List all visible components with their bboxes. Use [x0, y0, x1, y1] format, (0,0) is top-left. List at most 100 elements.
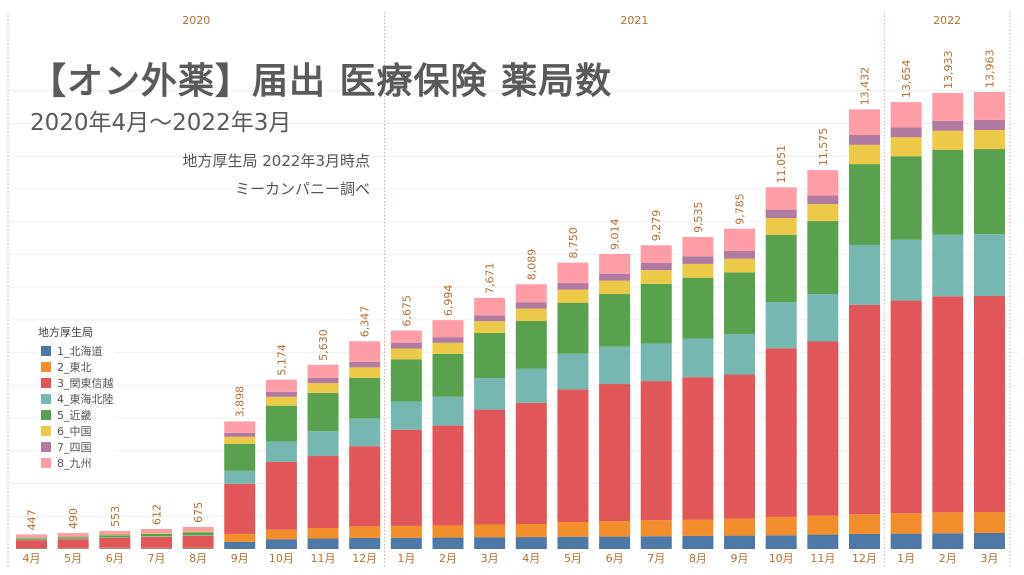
bar-segment: [765, 218, 797, 235]
bar-segment: [890, 156, 922, 240]
x-tick-label: 6月: [106, 552, 124, 565]
bar-segment: [349, 377, 381, 419]
bar-segment: [515, 402, 547, 524]
bar-segment: [557, 353, 589, 390]
bar-segment: [973, 532, 1005, 549]
bar-segment: [515, 523, 547, 538]
bar-segment: [724, 250, 756, 259]
x-tick-label: 11月: [311, 552, 336, 565]
bar-segment: [932, 533, 964, 549]
legend-item-chugoku[interactable]: 6_中国: [38, 423, 114, 439]
total-label: 447: [26, 509, 39, 530]
legend-item-tohoku[interactable]: 2_東北: [38, 359, 114, 375]
bar-segment: [182, 532, 214, 535]
bar-segment: [390, 348, 422, 360]
bar-segment: [474, 332, 506, 379]
legend-label: 2_東北: [57, 361, 92, 374]
legend-item-tokai-hokuriku[interactable]: 4_東海北陸: [38, 391, 114, 407]
bar-stack: [349, 341, 381, 549]
x-tick-label: 6月: [606, 552, 624, 565]
legend-swatch: [41, 378, 51, 388]
bar-segment: [265, 461, 297, 530]
bar-segment: [16, 539, 47, 541]
bar-segment: [57, 537, 89, 539]
bar-segment: [349, 446, 381, 527]
bar-segment: [890, 239, 922, 301]
bar-segment: [849, 514, 880, 534]
bar-segment: [807, 341, 839, 516]
legend-item-kyushu[interactable]: 8_九州: [38, 455, 114, 471]
year-label: 2021: [620, 14, 648, 27]
total-label: 6,994: [442, 285, 455, 317]
x-tick-label: 5月: [564, 552, 582, 565]
bar-segment: [432, 425, 464, 526]
bar-segment: [57, 536, 89, 538]
legend-swatch: [41, 442, 51, 452]
bar-segment: [474, 315, 506, 322]
bar-segment: [640, 343, 672, 382]
bar-stack: [16, 534, 47, 549]
bar-segment: [57, 539, 89, 548]
bar-segment: [640, 536, 672, 549]
bar-segment: [682, 263, 714, 278]
legend-title: 地方厚生局: [38, 326, 93, 339]
bar-segment: [973, 92, 1005, 120]
bar-segment: [182, 535, 214, 548]
bar-segment: [16, 537, 47, 538]
legend-label: 7_四国: [57, 441, 92, 454]
legend-item-kinki[interactable]: 5_近畿: [38, 407, 114, 423]
bar-segment: [932, 120, 964, 131]
bar-segment: [57, 547, 89, 549]
total-label: 9,785: [734, 193, 747, 225]
bar-segment: [349, 341, 381, 362]
bar-segment: [140, 536, 172, 537]
bar-segment: [265, 396, 297, 406]
bar-stack: [932, 92, 964, 549]
bar-segment: [182, 530, 214, 532]
bar-segment: [349, 418, 381, 447]
year-dividers: [7, 12, 1011, 568]
bar-segment: [849, 244, 880, 305]
total-label: 9,014: [609, 218, 622, 250]
source-note: 地方厚生局 2022年3月時点: [182, 152, 371, 170]
x-tick-label: 12月: [352, 552, 377, 565]
x-tick-label: 4月: [522, 552, 540, 565]
total-label: 9,535: [692, 201, 705, 233]
bar-segment: [599, 346, 631, 385]
bar-stack: [390, 330, 422, 549]
legend-item-hokkaido[interactable]: 1_北海道: [38, 343, 114, 359]
total-label: 11,051: [775, 145, 788, 184]
bar-segment: [973, 119, 1005, 131]
total-label: 11,575: [817, 128, 830, 167]
bar-segment: [99, 537, 131, 548]
total-label: 13,933: [942, 50, 955, 89]
bar-segment: [557, 521, 589, 537]
total-label: 612: [150, 504, 163, 525]
bar-segment: [599, 294, 631, 347]
legend-item-shikoku[interactable]: 7_四国: [38, 439, 114, 455]
x-tick-label: 12月: [852, 552, 877, 565]
total-label: 5,174: [275, 344, 288, 376]
bar-segment: [265, 405, 297, 442]
bar-segment: [890, 127, 922, 138]
legend-item-kanto-shinetsu[interactable]: 3_関東信越: [38, 375, 114, 391]
legend-label: 5_近畿: [57, 409, 92, 422]
bar-segment: [640, 283, 672, 344]
bar-segment: [182, 531, 214, 533]
bar-segment: [307, 392, 339, 432]
bar-segment: [224, 432, 256, 437]
x-tick-label: 8月: [189, 552, 207, 565]
bar-segment: [16, 548, 47, 549]
bar-segment: [99, 547, 131, 549]
total-label: 6,347: [359, 306, 372, 338]
total-label: 13,963: [983, 50, 996, 88]
bar-stack: [432, 320, 464, 549]
bar-segment: [224, 470, 256, 484]
bar-stack: [474, 297, 506, 549]
legend-label: 4_東海北陸: [57, 393, 114, 406]
bar-segment: [557, 389, 589, 522]
bar-segment: [99, 530, 131, 535]
bar-stack: [557, 262, 589, 549]
bar-segment: [932, 149, 964, 235]
bar-segment: [973, 130, 1005, 150]
